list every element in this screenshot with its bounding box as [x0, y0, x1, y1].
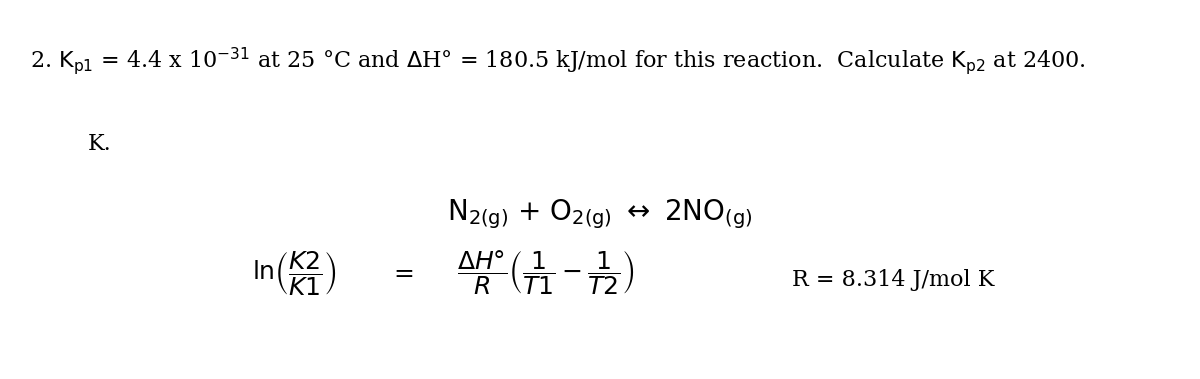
- Text: $\mathrm{N_{2(g)}}$ + $\mathrm{O_{2(g)}}$ $\leftrightarrow$ $\mathrm{2NO_{(g)}}$: $\mathrm{N_{2(g)}}$ + $\mathrm{O_{2(g)}}…: [448, 197, 752, 231]
- Text: R = 8.314 J/mol K: R = 8.314 J/mol K: [792, 269, 995, 291]
- Text: $\dfrac{\Delta H°}{R}\left(\dfrac{1}{T1} - \dfrac{1}{T2}\right)$: $\dfrac{\Delta H°}{R}\left(\dfrac{1}{T1}…: [457, 249, 635, 297]
- Text: 2. $\mathrm{K_{p1}}$ = 4.4 x 10$^{-31}$ at 25 °C and $\Delta$H° = 180.5 kJ/mol f: 2. $\mathrm{K_{p1}}$ = 4.4 x 10$^{-31}$ …: [30, 45, 1086, 77]
- Text: $=$: $=$: [390, 262, 414, 284]
- Text: $\mathrm{ln}\left(\dfrac{K2}{K1}\right)$: $\mathrm{ln}\left(\dfrac{K2}{K1}\right)$: [252, 249, 336, 297]
- Text: K.: K.: [88, 133, 112, 155]
